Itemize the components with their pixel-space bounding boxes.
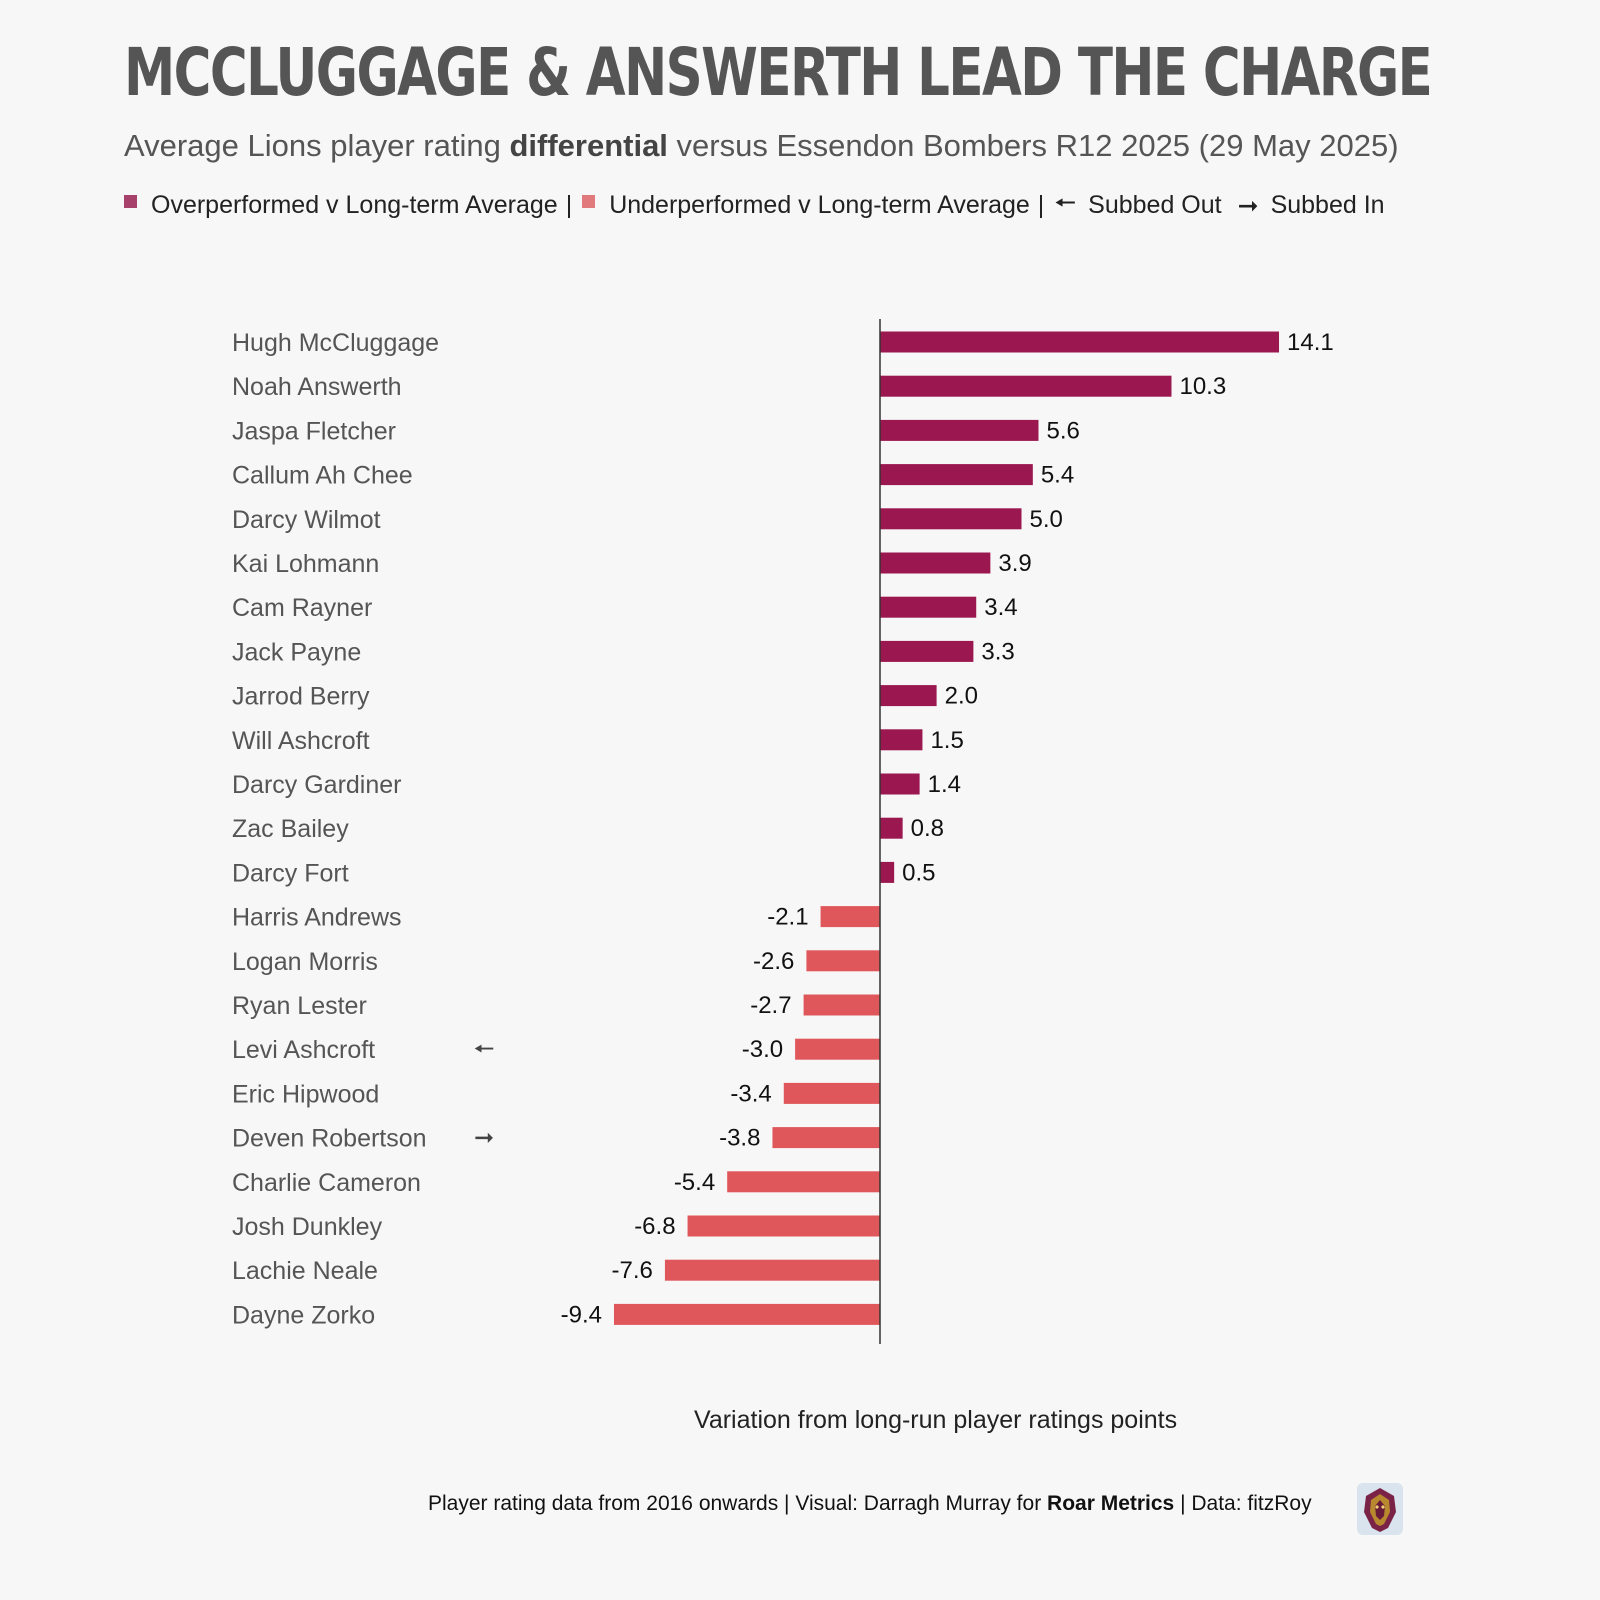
player-label: Josh Dunkley bbox=[232, 1213, 383, 1241]
bar bbox=[880, 552, 991, 574]
value-label: -2.6 bbox=[753, 948, 794, 975]
legend-under-label: Underperformed v Long-term Average bbox=[609, 191, 1030, 219]
bar bbox=[880, 861, 895, 883]
bar bbox=[613, 1303, 880, 1325]
footer-credits: Player rating data from 2016 onwards | V… bbox=[428, 1492, 1312, 1516]
bar bbox=[880, 640, 974, 662]
value-label: -9.4 bbox=[561, 1301, 602, 1328]
player-label: Levi Ashcroft bbox=[232, 1036, 375, 1064]
bar bbox=[880, 419, 1039, 441]
chart-title: MCCLUGGAGE & ANSWERTH LEAD THE CHARGE bbox=[124, 34, 1433, 111]
bar bbox=[772, 1127, 880, 1149]
player-label: Zac Bailey bbox=[232, 815, 349, 843]
substitution-arrow-icon: ➞ bbox=[474, 1124, 494, 1152]
player-label: Callum Ah Chee bbox=[232, 462, 413, 490]
bar bbox=[727, 1171, 880, 1193]
player-label: Darcy Fort bbox=[232, 859, 349, 887]
player-label: Dayne Zorko bbox=[232, 1301, 375, 1329]
bar bbox=[880, 596, 977, 618]
bar bbox=[880, 375, 1172, 397]
chart-subtitle: Average Lions player rating differential… bbox=[124, 128, 1399, 164]
value-label: -3.0 bbox=[742, 1036, 783, 1063]
player-label: Darcy Gardiner bbox=[232, 771, 402, 799]
bar bbox=[664, 1259, 880, 1281]
value-label: 5.0 bbox=[1030, 506, 1063, 533]
bar bbox=[880, 331, 1280, 353]
value-label: -3.8 bbox=[719, 1125, 760, 1152]
bar bbox=[803, 994, 880, 1016]
bar bbox=[806, 950, 880, 972]
value-label: -5.4 bbox=[674, 1169, 715, 1196]
footer-brand: Roar Metrics bbox=[1047, 1492, 1175, 1515]
x-axis-label: Variation from long-run player ratings p… bbox=[694, 1406, 1178, 1434]
legend-over-label: Overperformed v Long-term Average bbox=[151, 191, 558, 219]
player-label: Charlie Cameron bbox=[232, 1169, 421, 1197]
player-label: Hugh McCluggage bbox=[232, 329, 439, 357]
bar bbox=[795, 1038, 880, 1060]
player-label: Noah Answerth bbox=[232, 373, 402, 401]
value-label: 5.4 bbox=[1041, 462, 1074, 489]
value-label: 1.5 bbox=[930, 727, 963, 754]
player-label: Harris Andrews bbox=[232, 904, 402, 932]
subbed-in-arrow-icon: ➞ bbox=[1237, 191, 1259, 220]
legend-subbed-out-label: Subbed Out bbox=[1088, 191, 1222, 219]
footer-text-start: Player rating data from 2016 onwards | V… bbox=[428, 1492, 1048, 1515]
value-label: -6.8 bbox=[634, 1213, 675, 1240]
value-label: 14.1 bbox=[1287, 329, 1334, 356]
subtitle-text-end: versus Essendon Bombers R12 2025 (29 May… bbox=[667, 128, 1399, 163]
player-label: Lachie Neale bbox=[232, 1257, 378, 1285]
value-label: -2.1 bbox=[767, 904, 808, 931]
player-label: Cam Rayner bbox=[232, 594, 372, 622]
player-label: Ryan Lester bbox=[232, 992, 367, 1020]
value-label: -7.6 bbox=[612, 1257, 653, 1284]
player-label: Kai Lohmann bbox=[232, 550, 379, 578]
bar-chart: Hugh McCluggage 14.1 Noah Answerth 10.3 Jasp… bbox=[232, 319, 1334, 1344]
value-label: 5.6 bbox=[1046, 417, 1079, 444]
footer-text-end: | Data: fitzRoy bbox=[1174, 1492, 1312, 1515]
value-label: 10.3 bbox=[1179, 373, 1226, 400]
bar bbox=[880, 464, 1033, 486]
value-label: 3.4 bbox=[984, 594, 1017, 621]
value-label: 0.5 bbox=[902, 859, 935, 886]
bar bbox=[880, 729, 923, 751]
player-label: Deven Robertson bbox=[232, 1125, 427, 1153]
bar bbox=[820, 906, 880, 928]
value-label: -3.4 bbox=[730, 1080, 771, 1107]
player-label: Logan Morris bbox=[232, 948, 378, 976]
value-label: 0.8 bbox=[911, 815, 944, 842]
subtitle-text-start: Average Lions player rating bbox=[124, 128, 510, 163]
substitution-arrow-icon: 🠔 bbox=[474, 1035, 495, 1063]
legend: Overperformed v Long-term Average | Unde… bbox=[124, 184, 1385, 227]
lion-logo-icon bbox=[1357, 1483, 1403, 1535]
value-label: 2.0 bbox=[945, 683, 978, 710]
bar bbox=[880, 817, 903, 839]
player-label: Jaspa Fletcher bbox=[232, 417, 396, 445]
player-label: Jarrod Berry bbox=[232, 683, 370, 711]
player-label: Darcy Wilmot bbox=[232, 506, 381, 534]
legend-separator-2: | bbox=[1037, 191, 1045, 219]
legend-separator: | bbox=[565, 191, 573, 219]
player-label: Jack Payne bbox=[232, 638, 361, 666]
player-label: Will Ashcroft bbox=[232, 727, 370, 755]
bar bbox=[783, 1082, 880, 1104]
bar bbox=[880, 508, 1022, 530]
value-label: -2.7 bbox=[750, 992, 791, 1019]
bar bbox=[687, 1215, 880, 1237]
subbed-out-arrow-icon: 🠔 bbox=[1054, 189, 1077, 217]
legend-under-swatch bbox=[582, 195, 596, 208]
subtitle-bold-word: differential bbox=[509, 128, 668, 163]
legend-subbed-in-label: Subbed In bbox=[1270, 191, 1385, 219]
value-label: 3.9 bbox=[998, 550, 1031, 577]
value-label: 3.3 bbox=[981, 638, 1014, 665]
legend-over-swatch bbox=[124, 195, 137, 208]
bar bbox=[880, 773, 920, 795]
player-label: Eric Hipwood bbox=[232, 1080, 379, 1108]
bar bbox=[880, 685, 937, 707]
value-label: 1.4 bbox=[928, 771, 961, 798]
